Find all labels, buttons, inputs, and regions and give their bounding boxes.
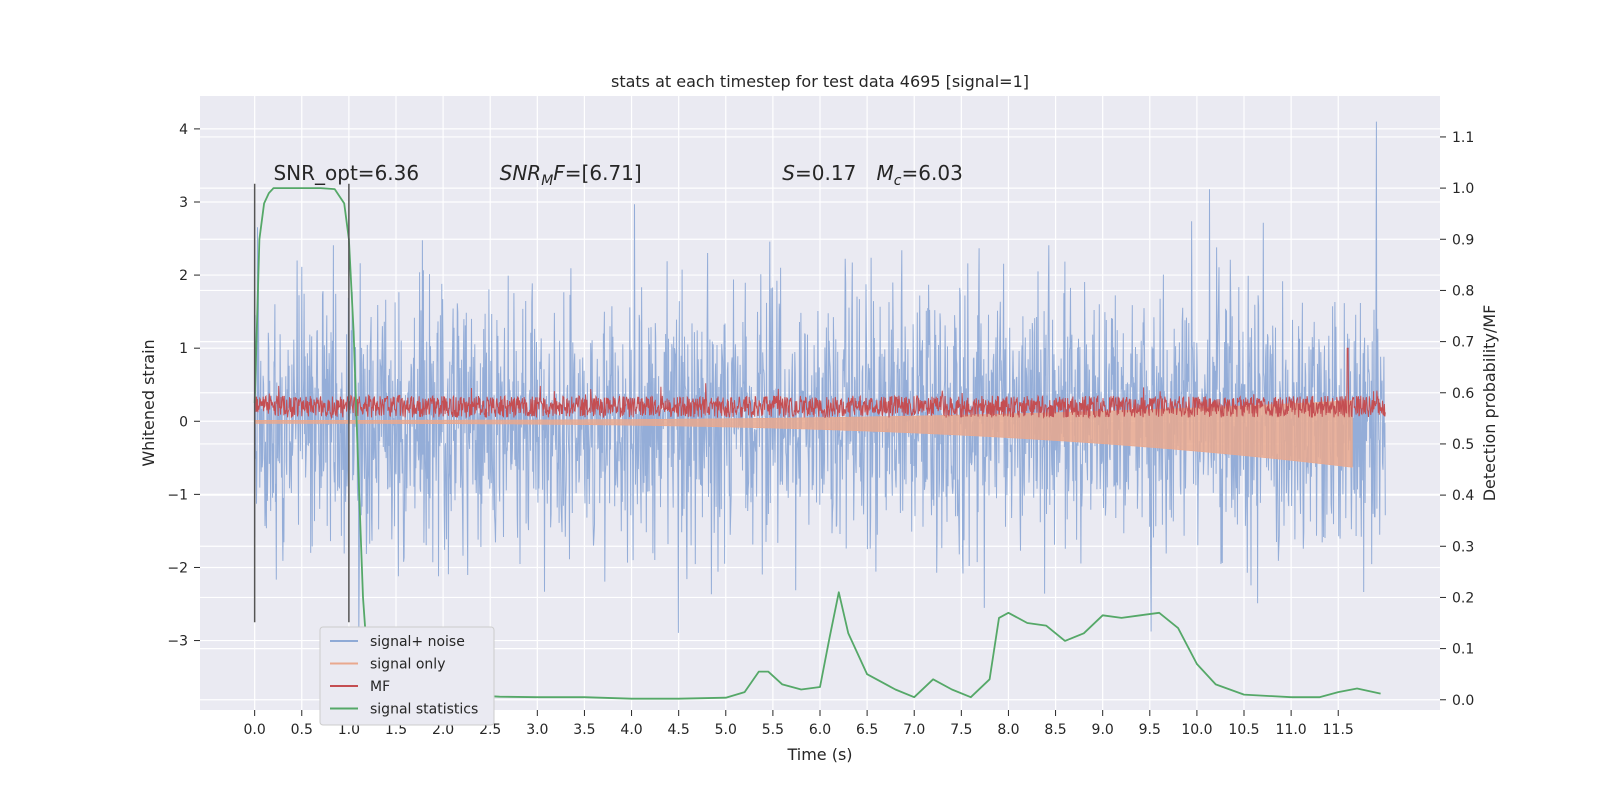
- x-tick-label: 11.0: [1276, 722, 1307, 738]
- x-tick-label: 1.5: [385, 722, 407, 738]
- y-tick-label: −2: [167, 560, 188, 576]
- y2-tick-label: 0.6: [1452, 386, 1474, 402]
- x-tick-label: 5.5: [762, 722, 784, 738]
- series-layer: [253, 121, 1386, 700]
- y-tick-label: 0: [179, 414, 188, 430]
- x-tick-label: 7.5: [950, 722, 972, 738]
- legend-label: signal only: [370, 657, 445, 673]
- y-tick-label: 2: [179, 268, 188, 284]
- x-tick-label: 6.5: [856, 722, 878, 738]
- x-tick-label: 9.5: [1139, 722, 1161, 738]
- y2-tick-label: 0.1: [1452, 642, 1474, 658]
- annotation: SNRMF=[6.71]: [500, 161, 642, 189]
- chart-title: stats at each timestep for test data 469…: [611, 72, 1029, 91]
- y2-tick-label: 1.1: [1452, 130, 1474, 146]
- legend: signal+ noise signal only MF signal statist…: [319, 626, 495, 726]
- series-signal-noise-line: [254, 121, 1386, 642]
- x-tick-label: 6.0: [809, 722, 831, 738]
- y2-tick-label: 0.3: [1452, 539, 1474, 555]
- y2-tick-label: 0.8: [1452, 283, 1474, 299]
- annotation: S=0.17: [782, 161, 856, 185]
- x-tick-label: 0.0: [244, 722, 266, 738]
- y2-tick-label: 0.5: [1452, 437, 1474, 453]
- x-tick-label: 0.5: [291, 722, 313, 738]
- annotation: SNR_opt=6.36: [273, 161, 419, 185]
- legend-label: MF: [370, 679, 390, 695]
- y-tick-label: 3: [179, 195, 188, 211]
- x-tick-label: 4.5: [668, 722, 690, 738]
- x-tick-label: 7.0: [903, 722, 925, 738]
- y2-tick-label: 0.7: [1452, 335, 1474, 351]
- series-signal-only-line: [254, 400, 1353, 468]
- annotations-layer: SNR_opt=6.36 SNRMF=[6.71] S=0.17 Mc=6.03: [273, 161, 962, 189]
- x-tick-label: 9.0: [1092, 722, 1114, 738]
- x-tick-label: 8.0: [997, 722, 1019, 738]
- markers-layer: [253, 183, 350, 623]
- y-tick-label: −3: [167, 634, 188, 650]
- x-tick-label: 11.5: [1323, 722, 1354, 738]
- x-tick-label: 10.5: [1228, 722, 1259, 738]
- annotation: Mc=6.03: [877, 161, 963, 189]
- axes-layer: 0.0 0.5 1.0 1.5 2.0 2.5 3.0 3.5 4.0 4.5 5.0 5.5 6.0 6…: [167, 122, 1474, 738]
- x-tick-label: 8.5: [1044, 722, 1066, 738]
- series-mf-line: [254, 347, 1386, 420]
- y2-tick-label: 0.2: [1452, 590, 1474, 606]
- x-tick-label: 5.0: [715, 722, 737, 738]
- y2-tick-label: 0.4: [1452, 488, 1474, 504]
- x-tick-label: 3.5: [573, 722, 595, 738]
- x-tick-label: 2.0: [432, 722, 454, 738]
- y2-tick-label: 0.0: [1452, 693, 1474, 709]
- x-axis-label: Time (s): [786, 745, 852, 764]
- series-signal-statistics-line: [253, 187, 1381, 700]
- x-tick-label: 2.5: [479, 722, 501, 738]
- legend-label: signal+ noise: [370, 634, 465, 650]
- legend-box: [319, 626, 495, 726]
- y-axis-label: Whitened strain: [139, 339, 158, 466]
- y2-tick-label: 0.9: [1452, 232, 1474, 248]
- x-tick-label: 3.0: [526, 722, 548, 738]
- y2-tick-label: 1.0: [1452, 181, 1474, 197]
- x-tick-label: 10.0: [1181, 722, 1212, 738]
- y-tick-label: 1: [179, 341, 188, 357]
- legend-label: signal statistics: [370, 702, 478, 718]
- x-tick-label: 4.0: [620, 722, 642, 738]
- x-tick-label: 1.0: [338, 722, 360, 738]
- y-tick-label: −1: [167, 487, 188, 503]
- y-tick-label: 4: [179, 122, 188, 138]
- y2-axis-label: Detection probability/MF: [1480, 305, 1499, 502]
